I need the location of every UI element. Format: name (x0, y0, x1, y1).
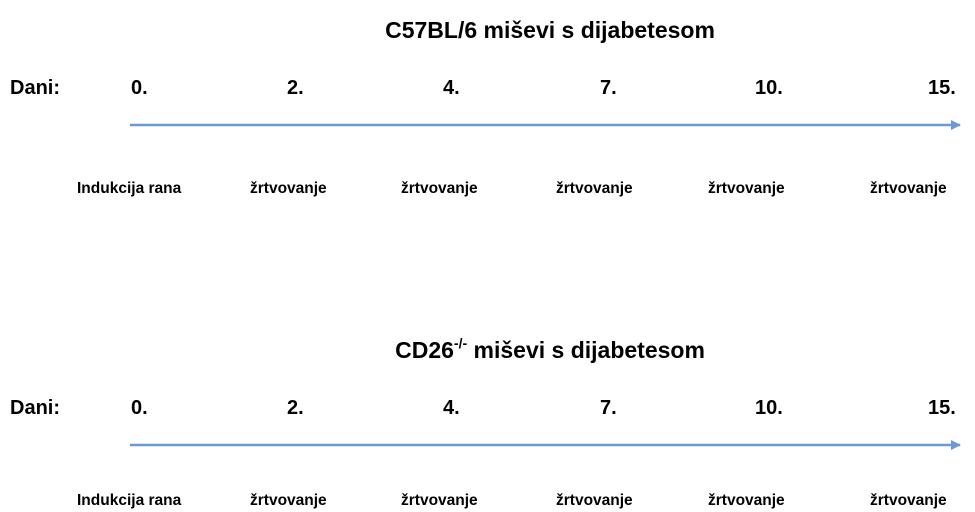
event-label: žrtvovanje (708, 180, 785, 197)
title-text: CD26 (395, 337, 454, 363)
timeline-title: C57BL/6 miševi s dijabetesom (385, 17, 715, 43)
event-label: žrtvovanje (401, 492, 478, 509)
event-label: žrtvovanje (556, 492, 633, 509)
title-text: miševi s dijabetesom (467, 337, 705, 363)
day-label: 4. (443, 397, 460, 419)
timeline: C57BL/6 miševi s dijabetesom Dani: 0. 2. 4. 7… (10, 17, 961, 197)
day-label: 7. (600, 397, 617, 419)
days-label: Dani: (10, 77, 60, 99)
event-label: Indukcija rana (77, 180, 182, 197)
event-label: žrtvovanje (556, 180, 633, 197)
day-label: 2. (287, 77, 304, 99)
event-label: žrtvovanje (401, 180, 478, 197)
day-label: 15. (928, 397, 956, 419)
event-label: žrtvovanje (870, 180, 947, 197)
timeline-title: CD26-/- miševi s dijabetesom (395, 335, 705, 363)
event-label: žrtvovanje (870, 492, 947, 509)
day-label: 7. (600, 77, 617, 99)
event-label: žrtvovanje (250, 492, 327, 509)
day-label: 0. (131, 397, 148, 419)
event-label: žrtvovanje (250, 180, 327, 197)
title-text: C57BL/6 miševi s dijabetesom (385, 17, 715, 43)
day-label: 4. (443, 77, 460, 99)
timeline: CD26-/- miševi s dijabetesom Dani: 0. 2. 4. 7… (10, 335, 961, 509)
days-label: Dani: (10, 397, 60, 419)
day-label: 15. (928, 77, 956, 99)
day-label: 10. (755, 397, 783, 419)
day-label: 0. (131, 77, 148, 99)
day-label: 2. (287, 397, 304, 419)
event-label: žrtvovanje (708, 492, 785, 509)
event-label: Indukcija rana (77, 492, 182, 509)
day-label: 10. (755, 77, 783, 99)
title-superscript: -/- (454, 335, 468, 351)
